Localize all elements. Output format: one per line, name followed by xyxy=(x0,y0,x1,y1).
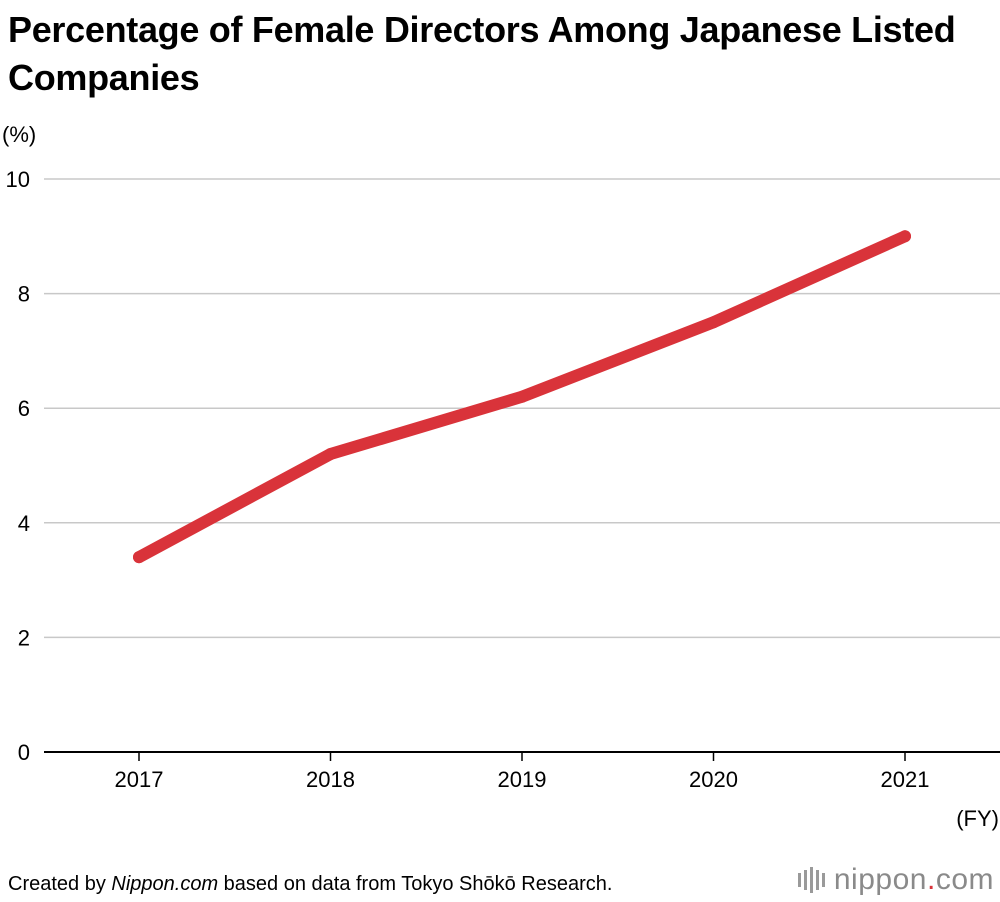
nippon-logo: nippon.com xyxy=(797,862,994,898)
y-tick-label: 4 xyxy=(18,511,30,536)
data-point xyxy=(516,390,528,403)
x-tick-label: 2021 xyxy=(881,767,930,792)
logo-bars-icon xyxy=(797,867,825,893)
x-tick-label: 2018 xyxy=(306,767,355,792)
y-tick-label: 10 xyxy=(6,167,30,192)
x-axis-unit-label: (FY) xyxy=(956,806,999,831)
data-series xyxy=(133,230,911,564)
chart-title: Percentage of Female Directors Among Jap… xyxy=(8,9,956,98)
y-tick-label: 0 xyxy=(18,740,30,765)
x-tick-label: 2017 xyxy=(115,767,164,792)
y-axis-unit-label: (%) xyxy=(2,122,36,147)
data-point xyxy=(899,230,911,243)
source-credit-publisher: Nippon.com xyxy=(111,873,219,895)
source-credit-prefix: Created by xyxy=(8,873,112,895)
x-tick-label: 2019 xyxy=(498,767,547,792)
y-axis-ticks: 0 2 4 6 8 10 xyxy=(6,167,30,765)
y-tick-label: 2 xyxy=(18,625,30,650)
source-credit: Created by Nippon.com based on data from… xyxy=(8,871,612,897)
y-tick-label: 6 xyxy=(18,396,30,421)
gridlines xyxy=(44,178,1000,639)
y-tick-label: 8 xyxy=(18,282,30,307)
source-credit-suffix: based on data from Tokyo Shōkō Research. xyxy=(218,873,613,895)
data-point xyxy=(133,551,145,564)
data-point xyxy=(324,448,337,461)
x-tick-label: 2020 xyxy=(689,767,738,792)
data-point xyxy=(707,316,720,329)
x-axis: 2017 2018 2019 2020 2021 xyxy=(44,751,1000,792)
logo-wordmark: nippon.com xyxy=(833,863,994,896)
